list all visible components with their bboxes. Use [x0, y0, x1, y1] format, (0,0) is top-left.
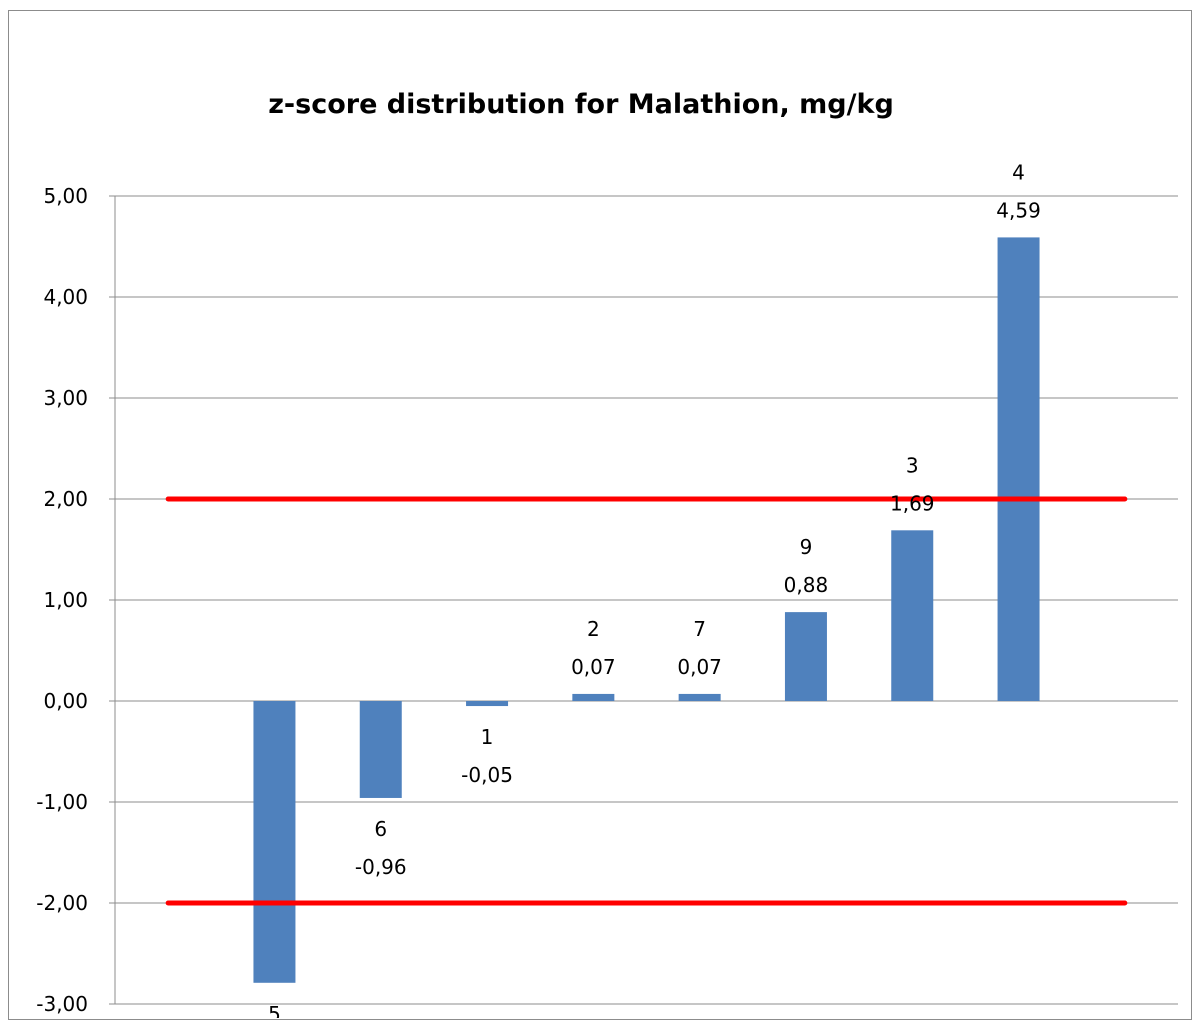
data-label-value: -0,05 — [461, 763, 513, 787]
data-label-category: 9 — [800, 535, 813, 559]
bar — [253, 701, 296, 983]
y-tick-label: -2,00 — [36, 891, 88, 915]
y-tick-label: -3,00 — [36, 992, 88, 1016]
reference-lines — [165, 496, 1128, 906]
data-label-category: 6 — [374, 817, 387, 841]
y-tick-label: 3,00 — [43, 386, 88, 410]
bar — [891, 530, 934, 701]
data-label-category: 1 — [481, 725, 494, 749]
y-tick-label: 5,00 — [43, 184, 88, 208]
data-label-category: 3 — [906, 453, 919, 477]
data-label-category: 4 — [1012, 160, 1025, 184]
bar — [997, 237, 1040, 701]
data-label-value: 0,07 — [677, 655, 722, 679]
data-labels: 5-2,796-0,961-0,0520,0770,0790,8831,6944… — [268, 160, 1041, 1018]
y-axis-tick-labels: 5,00 4,00 3,00 2,00 1,00 0,00 -1,00 -2,00 -3,00 — [36, 184, 88, 1016]
y-tick-label: -1,00 — [36, 790, 88, 814]
y-tick-label: 4,00 — [43, 285, 88, 309]
chart-frame — [8, 10, 1192, 1020]
data-label-value: -0,96 — [355, 855, 407, 879]
data-label-category: 2 — [587, 617, 600, 641]
bar — [784, 612, 827, 701]
data-label-value: 0,88 — [784, 573, 829, 597]
data-label-category: 5 — [268, 1002, 281, 1018]
y-tick-label: 1,00 — [43, 588, 88, 612]
chart-title: z-score distribution for Malathion, mg/k… — [268, 89, 894, 120]
bar — [466, 701, 509, 707]
bar — [359, 701, 402, 798]
bars — [253, 237, 1040, 983]
bar — [678, 693, 721, 701]
data-label-value: 1,69 — [890, 491, 935, 515]
y-tick-label: 2,00 — [43, 487, 88, 511]
data-label-value: 0,07 — [571, 655, 616, 679]
data-label-value: 4,59 — [996, 198, 1041, 222]
y-tick-label: 0,00 — [43, 689, 88, 713]
data-label-category: 7 — [693, 617, 706, 641]
bar — [572, 693, 615, 701]
